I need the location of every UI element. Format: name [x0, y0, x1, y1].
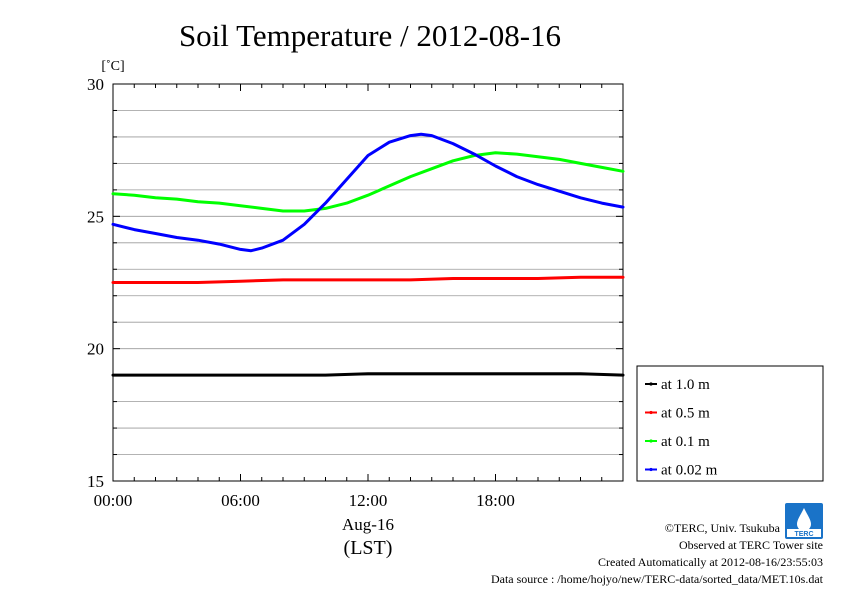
y-tick-label: 30: [87, 75, 104, 94]
chart-title: Soil Temperature / 2012-08-16: [179, 18, 561, 53]
created-text: Created Automatically at 2012-08-16/23:5…: [598, 555, 823, 569]
series-lines: [111, 132, 625, 377]
grid-lines: [113, 110, 623, 455]
series-line-0: [111, 372, 625, 377]
series-line-3: [111, 132, 625, 253]
y-tick-label: 15: [87, 472, 104, 491]
series-line-1: [111, 275, 625, 284]
source-text: Data source : /home/hojyo/new/TERC-data/…: [491, 572, 824, 586]
series-line-2: [111, 151, 625, 213]
x-tick-label: 06:00: [221, 491, 260, 510]
y-tick-label: 25: [87, 207, 104, 226]
axis-ticks: 15 20 25 30 00:00 06:00 12:00 18:00: [87, 75, 624, 510]
legend: at 1.0 m at 0.5 m at 0.1 m at 0.02 m: [636, 365, 824, 482]
x-tick-label: 12:00: [349, 491, 388, 510]
terc-logo: TERC: [785, 503, 823, 539]
copyright-text: ©TERC, Univ. Tsukuba: [665, 521, 781, 535]
legend-label: at 0.1 m: [661, 434, 710, 450]
legend-label: at 0.5 m: [661, 406, 710, 422]
legend-marker: [649, 439, 653, 443]
legend-label: at 0.02 m: [661, 463, 718, 479]
legend-marker: [649, 382, 653, 386]
y-axis-label: [˚C]: [101, 59, 124, 74]
x-axis-date-label: Aug-16: [342, 515, 394, 534]
logo-band: [787, 529, 821, 537]
water-drop-icon: [797, 508, 811, 531]
x-tick-label: 18:00: [476, 491, 515, 510]
logo-text: TERC: [794, 531, 813, 538]
legend-marker: [649, 467, 653, 472]
y-tick-label: 20: [87, 340, 104, 359]
x-axis-unit-label: (LST): [344, 537, 393, 559]
x-tick-label: 00:00: [94, 491, 133, 510]
legend-marker: [649, 410, 653, 415]
legend-box: [636, 365, 824, 482]
legend-label: at 1.0 m: [661, 377, 710, 393]
observed-text: Observed at TERC Tower site: [679, 538, 823, 552]
